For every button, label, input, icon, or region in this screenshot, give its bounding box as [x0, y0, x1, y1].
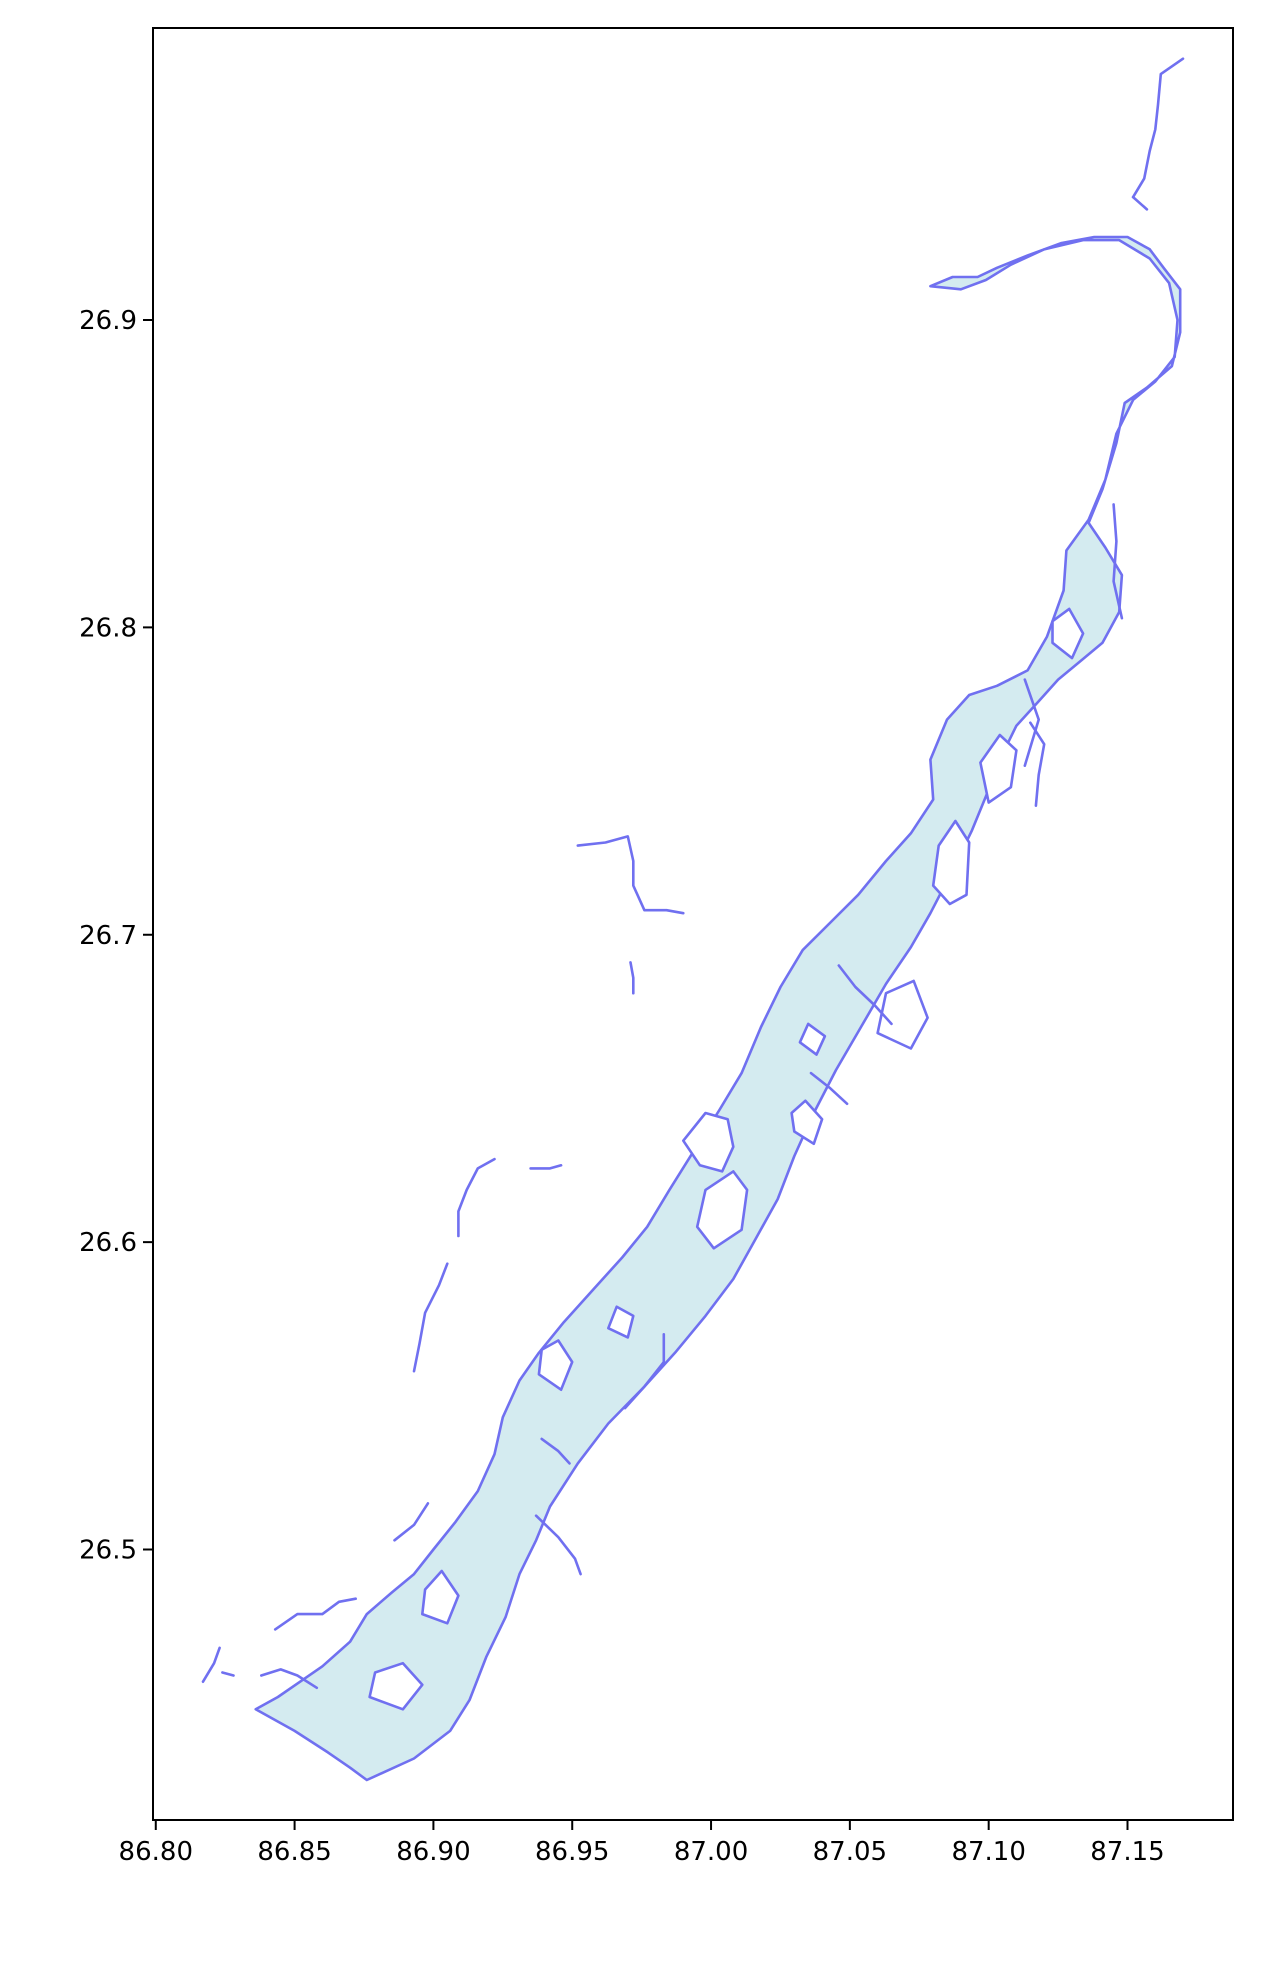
x-tick-label: 86.95 [535, 1837, 609, 1867]
x-tick-label: 87.00 [674, 1837, 748, 1867]
x-tick-label: 87.05 [813, 1837, 887, 1867]
y-tick-label: 26.7 [79, 921, 137, 951]
x-axis: 86.80 86.85 86.90 86.95 87.00 87.05 87.10 87.15 [119, 1820, 1165, 1867]
island-4 [931, 819, 971, 906]
stream-20 [623, 1333, 666, 1410]
stream-24 [201, 1646, 221, 1683]
river-channel-1 [254, 235, 1182, 1782]
stream-19 [412, 1262, 449, 1373]
x-tick-label: 87.10 [951, 1837, 1025, 1867]
stream-26 [259, 1668, 319, 1690]
island-13 [606, 1305, 635, 1339]
stream-27 [273, 1597, 358, 1631]
stream-32 [393, 1502, 430, 1542]
island-6 [979, 733, 1018, 804]
plot-frame [152, 27, 1234, 1821]
stream-31 [1023, 678, 1040, 768]
island-10 [368, 1661, 424, 1711]
island-2 [681, 1111, 735, 1173]
stream-17 [457, 1157, 496, 1238]
island-3 [695, 1170, 749, 1250]
island-8 [537, 1339, 574, 1391]
stream-14 [534, 1514, 582, 1576]
stream-28 [1112, 503, 1124, 620]
stream-22 [1131, 57, 1185, 199]
y-tick-label: 26.8 [79, 613, 137, 643]
y-tick-label: 26.9 [79, 306, 137, 336]
stream-18 [529, 1164, 563, 1170]
stream-15 [576, 835, 685, 915]
island-11 [790, 1099, 824, 1146]
stream-16 [629, 961, 635, 995]
x-tick-label: 86.80 [119, 1837, 193, 1867]
stream-33 [1029, 721, 1046, 808]
island-12 [798, 1022, 827, 1056]
y-axis: 26.5 26.6 26.7 26.8 26.9 [79, 306, 153, 1566]
stream-21 [540, 1437, 571, 1465]
stream-30 [809, 1071, 849, 1106]
stream-25 [221, 1671, 235, 1677]
river-map-layer [201, 57, 1185, 1782]
y-tick-label: 26.5 [79, 1536, 137, 1566]
island-7 [1051, 607, 1085, 660]
stream-23 [1131, 195, 1149, 211]
x-tick-label: 86.85 [257, 1837, 331, 1867]
x-tick-label: 87.15 [1090, 1837, 1164, 1867]
stream-29 [837, 964, 893, 1026]
x-tick-label: 86.90 [396, 1837, 470, 1867]
y-tick-label: 26.6 [79, 1228, 137, 1258]
island-5 [876, 979, 929, 1050]
island-9 [420, 1569, 460, 1625]
